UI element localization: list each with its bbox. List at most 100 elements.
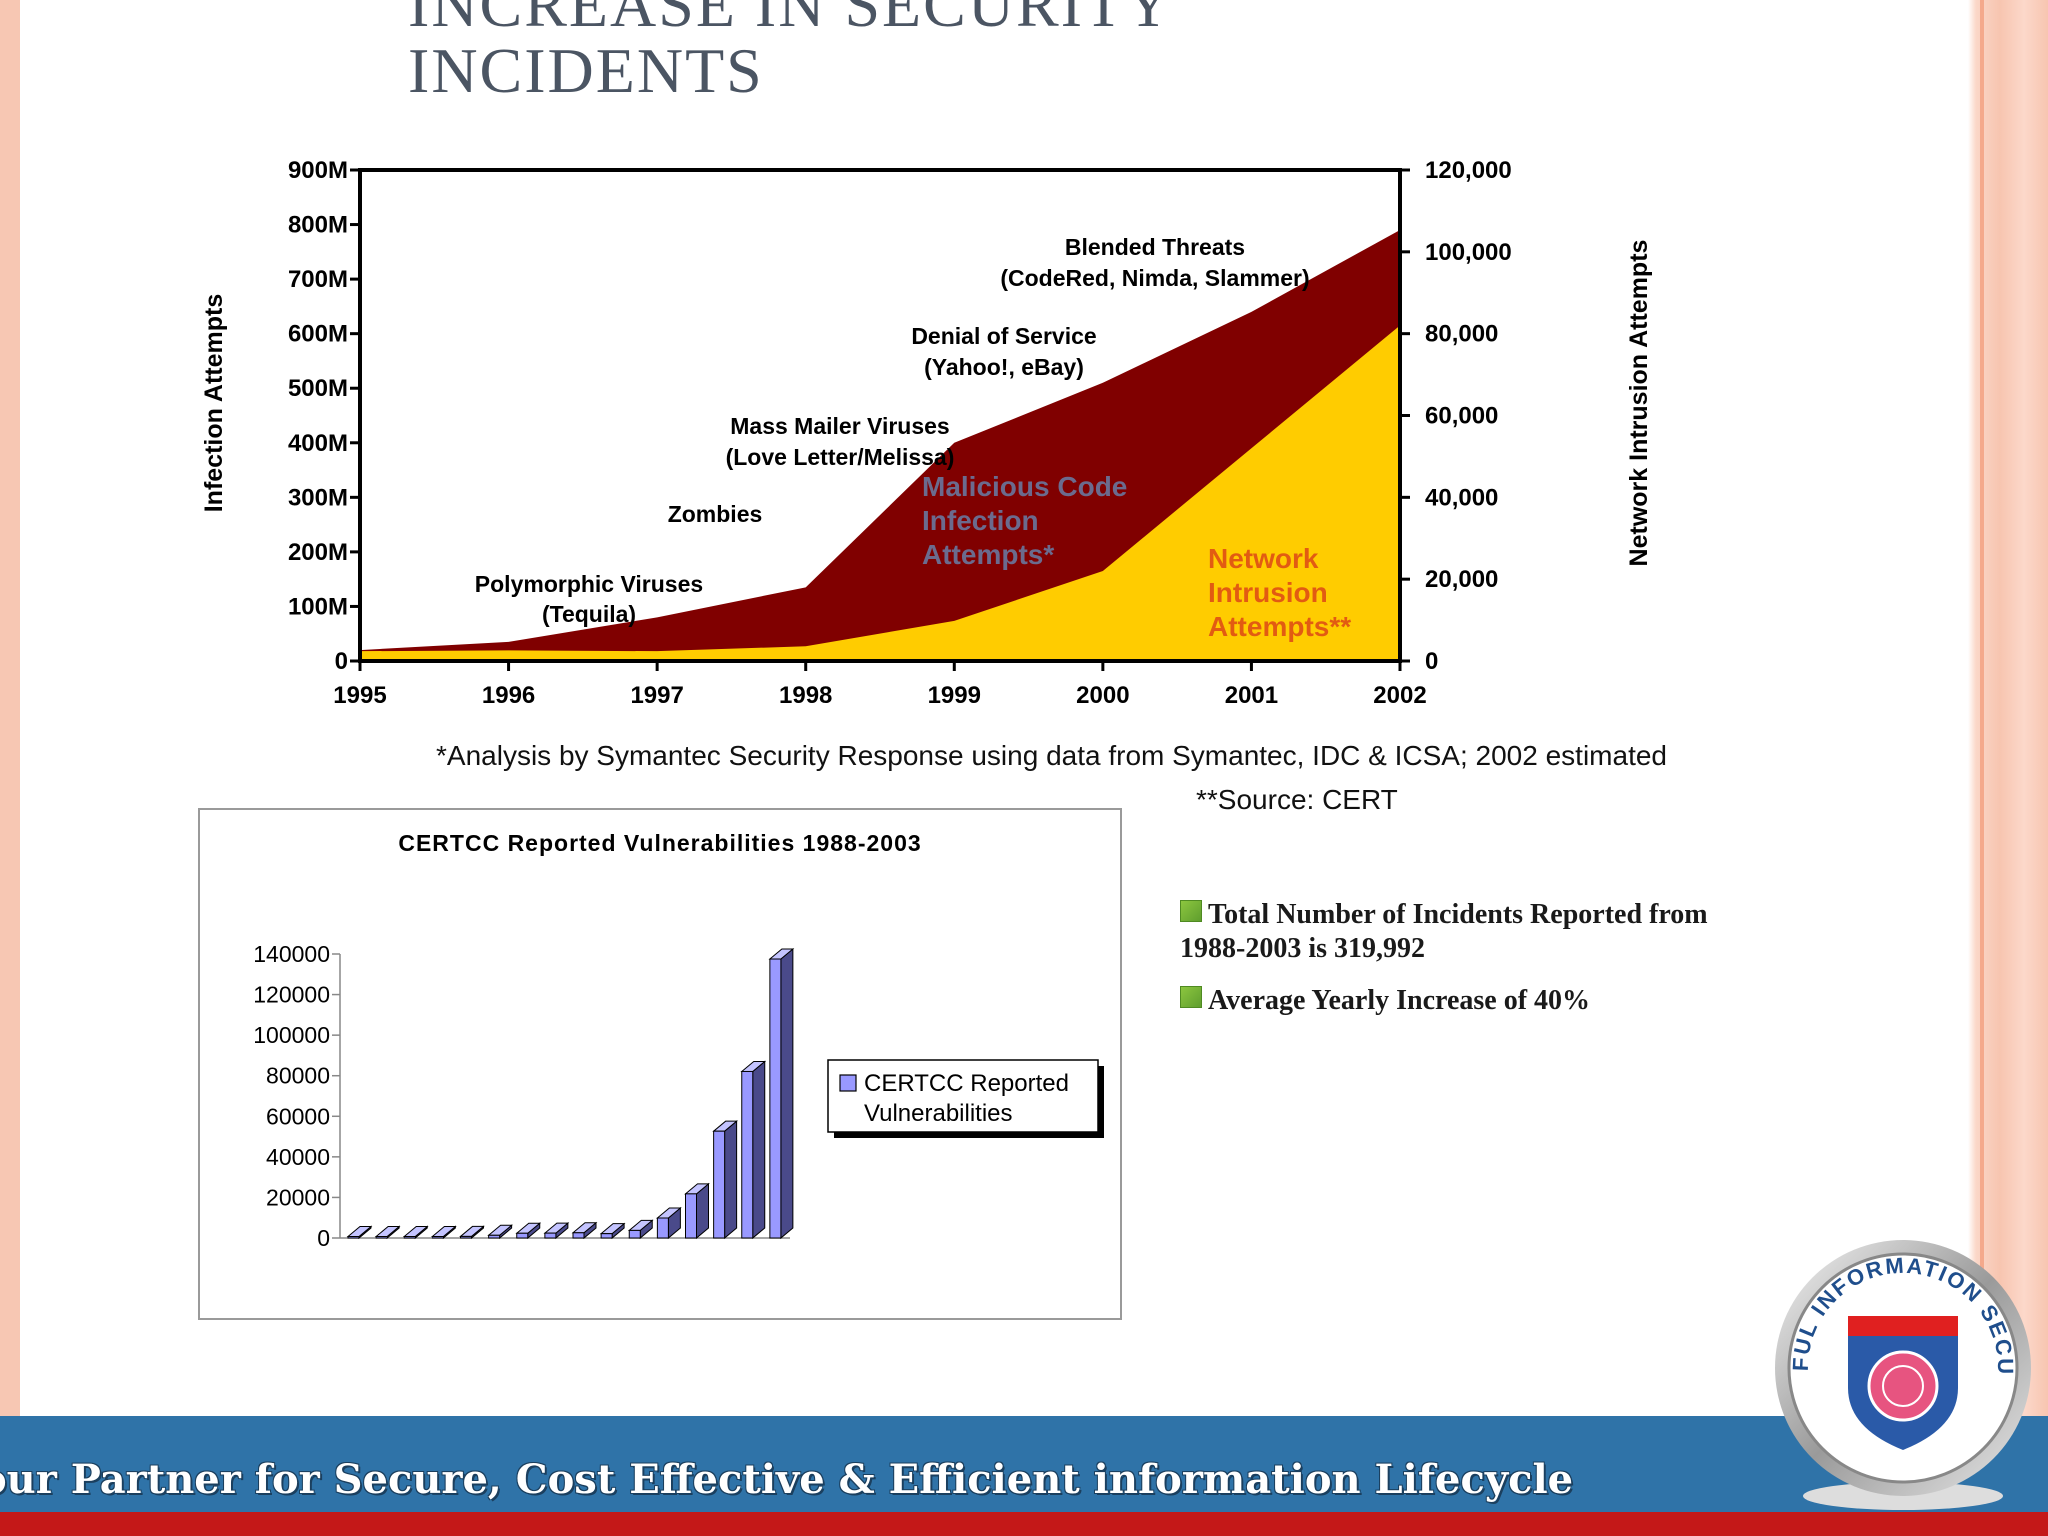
series-label-line: Infection (922, 505, 1039, 536)
vuln-bar-1991 (430, 1225, 457, 1240)
vuln-y-tick-label: 120000 (253, 982, 330, 1008)
green-square-bullet-icon (1180, 986, 1202, 1008)
vuln-bar-1993 (487, 1224, 514, 1240)
network-series-label: Network Intrusion Attempts** (1208, 543, 1351, 642)
bar-face (488, 1234, 501, 1239)
slide-title: INCREASE IN SECURITY INCIDENTS (408, 0, 1173, 104)
y-tick-label-left: 700M (288, 266, 348, 293)
bar-face (544, 1232, 557, 1239)
vuln-y-tick-label: 60000 (266, 1103, 330, 1129)
vuln-bar-1994 (515, 1222, 542, 1240)
bullet-item: Total Number of Incidents Reported from … (1180, 898, 1720, 966)
vuln-y-tick-label: 80000 (266, 1063, 330, 1089)
series-label-line: Network (1208, 543, 1319, 574)
annotation-blended: Blended Threats (CodeRed, Nimda, Slammer… (1000, 234, 1309, 291)
bar-side (724, 1120, 738, 1240)
vuln-y-tick-label: 20000 (266, 1184, 330, 1210)
bar-face (741, 1070, 754, 1239)
annotation-line: Blended Threats (1065, 234, 1245, 260)
y-tick-label-left: 100M (288, 593, 348, 620)
x-tick-label: 1999 (928, 682, 981, 709)
y-tick-label-right: 40,000 (1425, 484, 1498, 511)
y-tick-label-right: 0 (1425, 648, 1438, 675)
vuln-y-tick-label: 0 (317, 1225, 330, 1251)
vuln-y-tick-label: 40000 (266, 1144, 330, 1170)
x-tick-label: 1996 (482, 682, 535, 709)
vuln-y-tick-label: 140000 (253, 941, 330, 967)
green-square-bullet-icon (1180, 900, 1202, 922)
bar-face (685, 1193, 697, 1239)
vuln-bar-1998 (627, 1219, 654, 1240)
annotation-dos: Denial of Service (Yahoo!, eBay) (911, 323, 1096, 380)
bar-face (431, 1236, 444, 1239)
x-tick-label: 2001 (1225, 682, 1278, 709)
y-tick-label-left: 400M (288, 430, 348, 457)
annotation-mass-mailer: Mass Mailer Viruses (Love Letter/Melissa… (726, 413, 955, 470)
vuln-legend: CERTCC Reported Vulnerabilities (827, 1059, 1104, 1138)
x-tick-label: 2002 (1373, 682, 1426, 709)
x-tick-label: 1995 (333, 682, 386, 709)
annotation-zombies: Zombies (668, 501, 763, 527)
footnote-analysis: *Analysis by Symantec Security Response … (436, 740, 1668, 771)
vuln-bar-1988 (346, 1225, 373, 1240)
annotation-line: (Tequila) (542, 601, 636, 627)
vuln-bar-1999 (655, 1206, 682, 1240)
legend-box (827, 1059, 1099, 1133)
vuln-bar-1990 (402, 1225, 429, 1240)
gainful-security-seal-logo: GAINFUL INFORMATION SECURITY (1768, 1228, 2031, 1510)
annotation-line: (Yahoo!, eBay) (924, 354, 1084, 380)
vuln-axis: 0 20000 40000 60000 80000 100000 120000 140000 (253, 941, 790, 1251)
y-tick-label-left: 900M (288, 157, 348, 184)
summary-bullets: Total Number of Incidents Reported from … (1180, 898, 1720, 1036)
bar-face (600, 1233, 613, 1239)
vuln-bar-2000 (684, 1182, 710, 1240)
y-tick-label-left: 800M (288, 212, 348, 239)
footer-red-strip (0, 1512, 2048, 1536)
vuln-bar-1992 (459, 1225, 485, 1240)
vuln-y-tick-label: 100000 (253, 1022, 330, 1048)
vulnerabilities-bar-chart: CERTCC Reported Vulnerabilities 1988-200… (253, 830, 1104, 1251)
y-tick-label-left: 0 (335, 648, 348, 675)
legend-label: CERTCC Reported (864, 1070, 1069, 1097)
vuln-chart-title: CERTCC Reported Vulnerabilities 1988-200… (398, 830, 921, 856)
series-label-line: Attempts* (922, 539, 1054, 570)
series-label-line: Malicious Code (922, 471, 1127, 502)
bar-face (516, 1232, 529, 1239)
network-intrusion-area (360, 325, 1400, 661)
bar-face (375, 1236, 388, 1239)
vuln-bar-2002 (740, 1060, 767, 1240)
annotation-line: (CodeRed, Nimda, Slammer) (1000, 265, 1309, 291)
vuln-bar-2003 (768, 947, 795, 1240)
y-axis-title-right: Network Intrusion Attempts (1625, 240, 1653, 567)
footnote-source: **Source: CERT (1196, 784, 1398, 815)
bar-face (403, 1236, 416, 1239)
annotation-line: (Love Letter/Melissa) (726, 444, 955, 470)
x-tick-label: 1998 (779, 682, 832, 709)
series-label-line: Attempts** (1208, 611, 1351, 642)
footer-tagline: Your Partner for Secure, Cost Effective … (0, 1456, 1574, 1503)
y-tick-label-right: 120,000 (1425, 157, 1512, 184)
vulnerabilities-chart-panel: CERTCC Reported Vulnerabilities 1988-200… (198, 808, 1122, 1320)
vuln-bar-1989 (374, 1225, 401, 1240)
vuln-bars (346, 947, 795, 1240)
left-border-strip (0, 0, 20, 1536)
annotation-polymorphic: Polymorphic Viruses (Tequila) (475, 571, 703, 627)
x-tick-label: 1997 (630, 682, 683, 709)
bullet-item: Average Yearly Increase of 40% (1180, 984, 1720, 1018)
malicious-series-label: Malicious Code Infection Attempts* (922, 471, 1127, 570)
vuln-bar-1995 (543, 1222, 570, 1240)
bar-face (769, 958, 782, 1239)
annotation-line: Zombies (668, 501, 763, 527)
y-tick-label-right: 20,000 (1425, 566, 1498, 593)
y-axis-title-left: Infection Attempts (200, 294, 228, 513)
x-tick-label: 2000 (1076, 682, 1129, 709)
security-incidents-area-chart: 0 100M 200M 300M 400M 500M 600M 700M 800M 900M 0 20… (200, 157, 1653, 709)
legend-label: Vulnerabilities (864, 1100, 1013, 1127)
bar-face (460, 1235, 472, 1239)
axis-layer: 0 100M 200M 300M 400M 500M 600M 700M 800M 900M 0 20… (288, 157, 1512, 709)
bar-face (713, 1130, 726, 1239)
vuln-bar-2001 (712, 1120, 739, 1240)
area-layer (360, 230, 1400, 661)
bar-face (656, 1217, 669, 1239)
y-tick-label-right: 80,000 (1425, 321, 1498, 348)
